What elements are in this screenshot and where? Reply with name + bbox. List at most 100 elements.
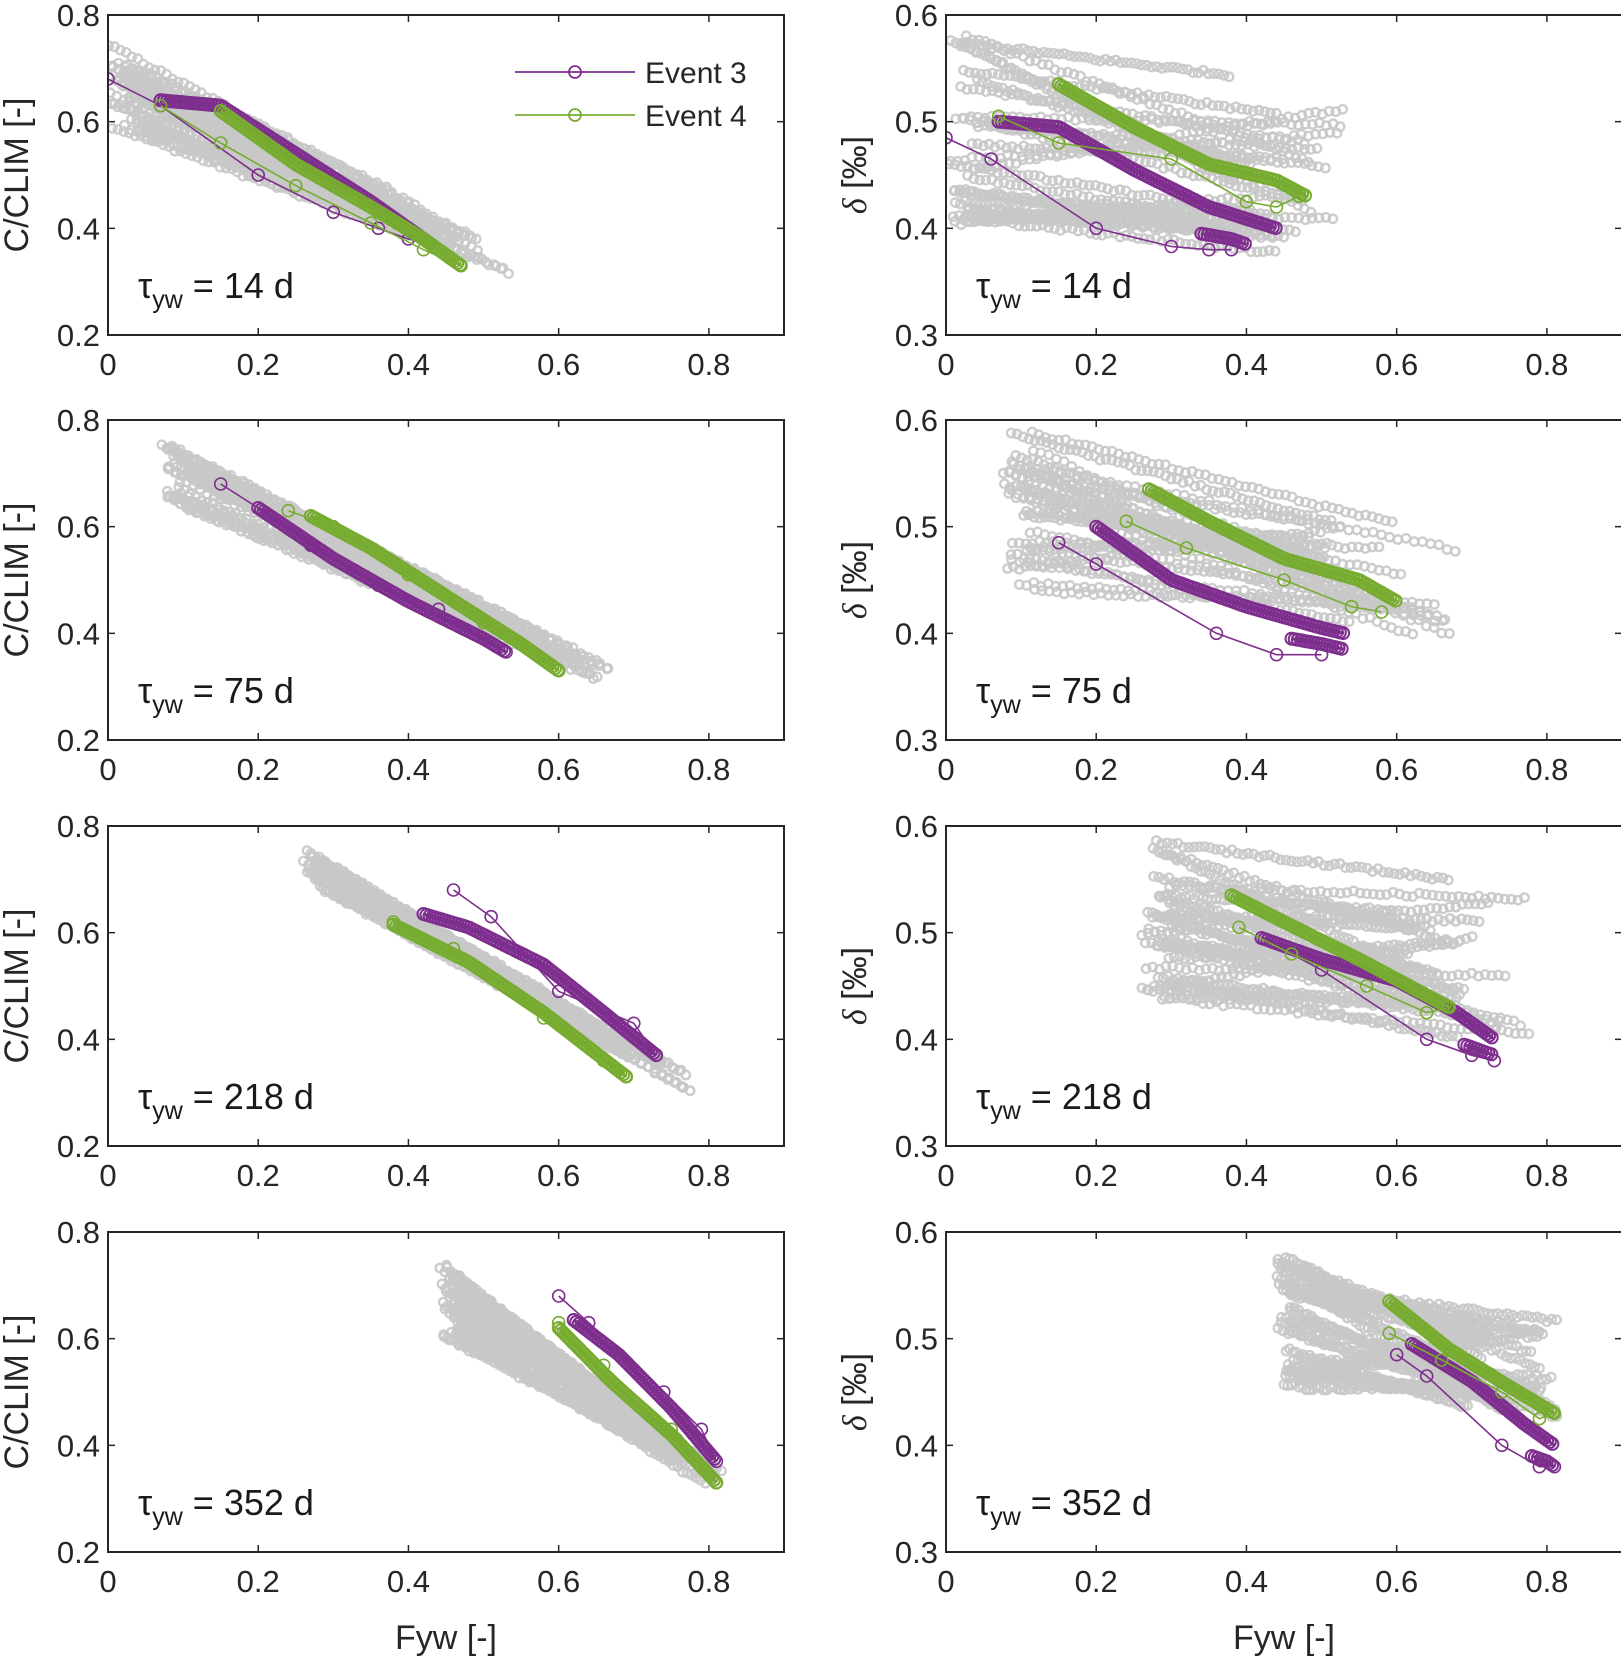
y-tick-label: 0.5: [895, 105, 938, 140]
series-event-4: [153, 98, 468, 273]
cloud-marker: [969, 67, 981, 79]
cloud-marker: [1125, 57, 1137, 69]
cloud-marker: [1110, 54, 1122, 66]
cloud-marker: [1037, 150, 1049, 162]
cloud-marker: [1010, 169, 1022, 181]
cloud-marker: [1036, 59, 1048, 70]
cloud-marker: [1161, 61, 1173, 73]
cloud-marker: [1165, 199, 1177, 210]
cloud-marker: [241, 161, 253, 173]
cloud-marker: [1029, 143, 1041, 155]
cloud-marker: [1024, 55, 1036, 67]
cloud-marker: [1274, 141, 1285, 153]
cloud-marker: [1018, 211, 1030, 223]
cloud-marker: [1068, 68, 1080, 80]
cloud-marker: [983, 189, 995, 201]
cloud-marker: [1002, 43, 1013, 55]
cloud-marker: [1320, 211, 1332, 223]
cloud-marker: [1010, 179, 1022, 191]
cloud-marker: [989, 190, 1000, 202]
cloud-marker: [126, 124, 137, 136]
cloud-marker: [1047, 175, 1059, 187]
y-tick-label: 0.4: [57, 211, 100, 246]
cloud-marker: [1001, 142, 1012, 154]
cloud-marker: [1146, 61, 1158, 73]
cloud-marker: [1228, 194, 1240, 206]
cloud-marker: [1027, 94, 1039, 105]
cloud-marker: [1218, 175, 1230, 187]
cloud-marker: [1002, 86, 1014, 98]
cloud-marker: [1114, 218, 1126, 230]
cloud-marker: [161, 442, 173, 454]
cloud-marker: [1313, 161, 1324, 173]
cloud-marker: [1160, 91, 1172, 102]
cloud-marker: [1152, 200, 1164, 211]
cloud-marker: [307, 189, 319, 201]
cloud-marker: [1254, 190, 1265, 202]
tau-annotation: τyw = 14 d: [976, 265, 1132, 314]
cloud-marker: [1261, 140, 1273, 152]
cloud-marker: [977, 76, 988, 88]
cloud-marker: [1157, 103, 1169, 115]
cloud-marker: [495, 263, 507, 274]
cloud-marker: [1133, 202, 1145, 213]
cloud-marker: [950, 37, 962, 49]
cloud-marker: [118, 94, 130, 106]
cloud-marker: [1188, 115, 1200, 127]
y-tick-label: 0.2: [57, 318, 100, 353]
cloud-marker: [1043, 47, 1055, 59]
series-marker: [946, 130, 953, 145]
cloud-marker: [165, 129, 177, 141]
cloud-marker: [1327, 213, 1339, 225]
cloud-marker: [962, 204, 974, 215]
cloud-marker: [357, 556, 369, 568]
cloud-marker: [1091, 84, 1103, 96]
cloud-marker: [1037, 95, 1049, 107]
cloud-marker: [543, 644, 554, 656]
cloud-marker: [955, 38, 967, 49]
background-cloud: [946, 30, 1349, 258]
cloud-marker: [1033, 48, 1044, 59]
cloud-marker: [1002, 206, 1013, 218]
cloud-marker: [128, 70, 140, 82]
cloud-marker: [1247, 105, 1259, 117]
cloud-marker: [1059, 177, 1071, 189]
cloud-marker: [126, 51, 138, 63]
cloud-marker: [1221, 121, 1233, 132]
cloud-marker: [960, 36, 972, 48]
cloud-marker: [1013, 210, 1024, 222]
cloud-marker: [1320, 162, 1331, 174]
cloud-marker: [1156, 235, 1168, 247]
y-axis-label: C/CLIM [-]: [0, 98, 36, 253]
cloud-marker: [1189, 98, 1201, 110]
cloud-marker: [1064, 50, 1075, 61]
cloud-marker: [1233, 130, 1245, 142]
cloud-marker: [344, 549, 356, 560]
cloud-marker: [1120, 57, 1132, 68]
cloud-marker: [1041, 211, 1053, 223]
cloud-marker: [1041, 196, 1053, 208]
cloud-marker: [1201, 125, 1213, 137]
cloud-marker: [390, 572, 402, 584]
cloud-marker: [1022, 45, 1034, 57]
cloud-marker: [1292, 157, 1304, 169]
cloud-marker: [996, 206, 1008, 218]
cloud-marker: [591, 655, 602, 666]
cloud-marker: [494, 606, 506, 618]
cloud-marker: [1290, 226, 1301, 238]
cloud-marker: [1047, 99, 1059, 111]
x-tick-label: 0.4: [387, 347, 430, 382]
cloud-marker: [1253, 104, 1265, 116]
cloud-marker: [1237, 152, 1249, 164]
cloud-marker: [1144, 98, 1156, 110]
cloud-marker: [1023, 195, 1035, 207]
cloud-marker: [1224, 149, 1236, 161]
cloud-marker: [1077, 191, 1089, 203]
cloud-marker: [977, 189, 989, 201]
cloud-marker: [1094, 55, 1106, 67]
cloud-marker: [1151, 61, 1163, 72]
cloud-marker: [1230, 180, 1242, 192]
cloud-marker: [992, 82, 1003, 93]
cloud-marker: [1217, 150, 1229, 162]
cloud-marker: [1120, 201, 1132, 213]
